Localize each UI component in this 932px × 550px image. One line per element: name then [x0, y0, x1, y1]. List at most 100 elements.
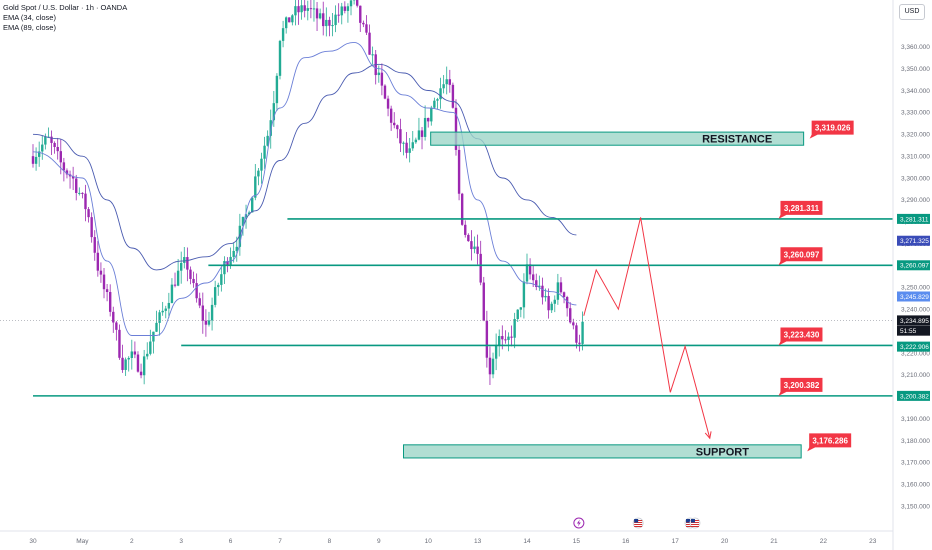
price-tag-bg — [897, 390, 930, 401]
candle — [312, 0, 316, 22]
candle-body — [269, 120, 272, 136]
ema-fast-line[interactable] — [32, 41, 577, 336]
zone-support[interactable]: SUPPORT — [403, 444, 802, 459]
us-flag-icon[interactable] — [632, 517, 644, 529]
candle-body — [272, 103, 276, 121]
candle-body — [31, 156, 35, 164]
candle-body — [142, 356, 146, 376]
price-tag: 3,245.829 — [897, 291, 930, 302]
price-tick-label: 3,150.000 — [901, 503, 930, 510]
price-tick-label: 3,190.000 — [901, 416, 930, 423]
candle — [498, 329, 501, 357]
candle-body — [121, 357, 124, 370]
price-tick-label: 3,360.000 — [901, 44, 930, 51]
candle-body — [334, 14, 337, 26]
symbol-title[interactable]: Gold Spot / U.S. Dollar · 1h · OANDA — [3, 3, 128, 12]
candle — [284, 16, 288, 34]
candle-body — [516, 309, 519, 319]
candle-body — [491, 358, 495, 375]
candle — [84, 184, 87, 222]
candle — [294, 0, 297, 26]
candle-body — [380, 72, 384, 86]
candle — [393, 112, 396, 129]
candle-body — [498, 336, 501, 346]
price-tag: 3,200.382 — [897, 390, 930, 401]
candle-body — [482, 282, 485, 321]
price-tag: 3,281.311 — [897, 213, 930, 224]
candle — [170, 278, 174, 304]
candle — [402, 141, 405, 156]
candle-body — [75, 178, 78, 193]
candle-body — [476, 246, 479, 254]
candle — [41, 135, 44, 160]
candle — [405, 131, 408, 159]
price-tick-label: 3,340.000 — [901, 88, 930, 95]
candle-body — [328, 19, 331, 26]
candle-body — [494, 345, 498, 359]
candle-body — [513, 318, 516, 338]
price-tag: 51:55 — [897, 325, 930, 336]
price-tags-layer: 3,281.311 3,260.097 3,222.906 3,200.382 3,27… — [897, 213, 930, 401]
price-callout[interactable]: 3,176.286 — [807, 433, 852, 452]
candle-body — [108, 292, 112, 312]
candle — [34, 147, 38, 171]
candle — [192, 271, 195, 288]
candle — [454, 99, 458, 156]
candle-body — [186, 257, 189, 270]
candle-body — [297, 6, 300, 13]
candle-body — [300, 5, 303, 13]
ema-slow-label[interactable]: EMA (89, close) — [3, 23, 56, 32]
candle-body — [315, 8, 319, 19]
candle-body — [306, 8, 309, 11]
candle-body — [173, 284, 177, 286]
time-tick-label: 13 — [474, 538, 482, 545]
currency-button[interactable]: USD — [899, 4, 925, 20]
time-axis[interactable]: 30 May 2 3 6 7 8 9 10 13 14 15 16 17 20 21 22 23 — [29, 538, 876, 545]
candle — [442, 75, 445, 94]
candle-body — [454, 107, 458, 150]
time-tick-label: 22 — [820, 538, 828, 545]
candle-body — [550, 303, 553, 311]
time-tick-label: 21 — [770, 538, 778, 545]
candle-body — [53, 142, 56, 147]
projection-arrowhead — [704, 431, 712, 440]
candle — [136, 351, 140, 373]
candle — [223, 256, 226, 285]
candle-body — [556, 282, 560, 300]
projection-path[interactable] — [583, 217, 711, 439]
candle-body — [139, 371, 143, 376]
candle — [130, 339, 133, 370]
zone-resistance[interactable]: RESISTANCE — [430, 131, 805, 146]
candle — [300, 0, 303, 20]
price-callout[interactable]: 3,223.430 — [778, 327, 823, 346]
candle — [516, 309, 519, 323]
zones-layer: RESISTANCE SUPPORT — [403, 131, 805, 459]
candle-body — [386, 98, 390, 109]
candle — [87, 206, 90, 223]
candle — [251, 196, 254, 213]
candle-body — [396, 125, 399, 130]
ema-fast-label[interactable]: EMA (34, close) — [3, 13, 56, 22]
price-tick-label: 3,350.000 — [901, 66, 930, 73]
candle-body — [322, 13, 325, 27]
candle-body — [213, 287, 217, 305]
price-callout[interactable]: 3,319.026 — [809, 120, 854, 139]
price-tick-label: 3,220.000 — [901, 350, 930, 357]
us-flag-icon[interactable] — [689, 517, 701, 529]
events-layer[interactable] — [573, 517, 701, 529]
candle — [433, 97, 436, 109]
candle-body — [309, 8, 313, 10]
price-callout[interactable]: 3,260.097 — [778, 247, 823, 266]
price-tag-bg — [897, 341, 930, 352]
candle — [93, 230, 96, 261]
candle — [436, 97, 439, 109]
candle — [149, 329, 152, 356]
price-callout[interactable]: 3,281.311 — [778, 200, 823, 219]
callout-label: 3,319.026 — [815, 124, 851, 133]
price-tag: 3,271.325 — [897, 235, 930, 246]
candle-body — [303, 5, 306, 11]
lightning-icon[interactable] — [573, 517, 585, 529]
candle — [127, 356, 130, 372]
price-callout[interactable]: 3,200.382 — [778, 377, 823, 396]
